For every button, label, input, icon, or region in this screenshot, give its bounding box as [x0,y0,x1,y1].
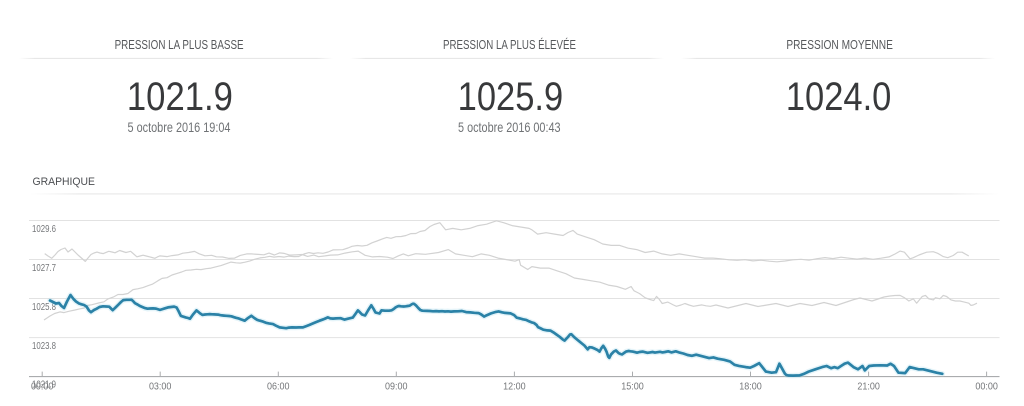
svg-text:12:00: 12:00 [503,382,526,393]
svg-text:21:00: 21:00 [857,382,880,393]
svg-text:00:00: 00:00 [31,382,54,393]
svg-text:1025.8: 1025.8 [32,302,56,313]
svg-text:1024.0: 1024.0 [786,75,892,119]
svg-text:06:00: 06:00 [267,382,290,393]
svg-text:PRESSION LA PLUS ÉLEVÉE: PRESSION LA PLUS ÉLEVÉE [443,37,576,52]
svg-text:09:00: 09:00 [385,382,408,393]
svg-text:1029.6: 1029.6 [32,224,56,235]
svg-text:03:00: 03:00 [149,382,172,393]
svg-text:GRAPHIQUE: GRAPHIQUE [33,176,96,188]
svg-text:1021.9: 1021.9 [127,75,233,119]
svg-text:1023.8: 1023.8 [32,341,56,352]
svg-text:15:00: 15:00 [621,382,644,393]
svg-text:18:00: 18:00 [739,382,762,393]
svg-text:00:00: 00:00 [975,382,998,393]
svg-text:1025.9: 1025.9 [458,75,564,119]
svg-text:5 octobre 2016 00:43: 5 octobre 2016 00:43 [458,120,561,135]
svg-text:1021.9: 1021.9 [32,379,56,390]
svg-text:5 octobre 2016 19:04: 5 octobre 2016 19:04 [128,120,231,135]
svg-text:1027.7: 1027.7 [32,263,56,274]
svg-text:PRESSION MOYENNE: PRESSION MOYENNE [786,37,893,52]
svg-text:PRESSION LA PLUS BASSE: PRESSION LA PLUS BASSE [115,37,244,52]
